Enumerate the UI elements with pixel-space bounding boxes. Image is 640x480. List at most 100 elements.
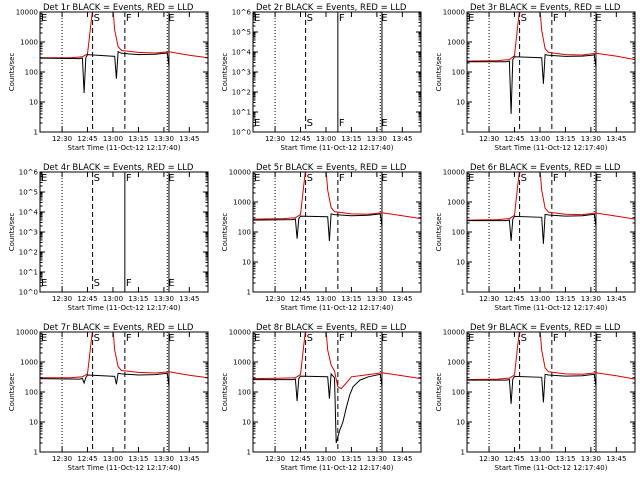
- x-tick-label: 12:30: [265, 295, 285, 303]
- x-tick-label: 13:15: [555, 135, 575, 143]
- x-tick-label: 13:45: [606, 455, 626, 463]
- series-line-events: [253, 213, 383, 242]
- plot-frame: [252, 331, 422, 453]
- x-tick-label: 13:00: [530, 135, 550, 143]
- marker-label-top: S: [94, 173, 100, 184]
- y-tick-label: 100: [452, 389, 465, 397]
- x-tick-label: 13:30: [581, 295, 601, 303]
- marker-label-top: S: [307, 173, 313, 184]
- series-line-lld: [467, 12, 635, 62]
- x-axis-label: Start Time (11-Oct-12 12:17:40): [68, 144, 181, 152]
- x-tick-label: 12:45: [290, 135, 310, 143]
- plot-area: [253, 332, 421, 452]
- marker-label-bottom: F: [126, 278, 132, 289]
- plot-area: [467, 12, 635, 132]
- y-axis-label: Counts/sec: [435, 373, 443, 412]
- x-tick-label: 13:00: [530, 455, 550, 463]
- x-tick-label: 12:30: [52, 135, 72, 143]
- marker-label-top: F: [553, 333, 559, 344]
- x-axis-label: Start Time (11-Oct-12 12:17:40): [495, 304, 608, 312]
- plot-area: [467, 172, 635, 292]
- marker-label-top: E: [41, 173, 47, 184]
- chart-title: Det 4r BLACK = Events, RED = LLD: [43, 163, 194, 173]
- y-tick-label: 10: [456, 259, 465, 267]
- x-tick-label: 13:30: [154, 455, 174, 463]
- marker-label-bottom: S: [307, 118, 313, 129]
- x-tick-label: 12:30: [479, 135, 499, 143]
- x-tick-label: 13:00: [103, 455, 123, 463]
- x-tick-label: 13:30: [367, 135, 387, 143]
- y-tick-label: 100: [452, 69, 465, 77]
- y-axis-label: Counts/sec: [221, 373, 229, 412]
- marker-label-top: S: [521, 13, 527, 24]
- marker-label-top: E: [168, 13, 174, 24]
- chart-panel-2: Det 2r BLACK = Events, RED = LLDEESSFFEE…: [221, 3, 422, 152]
- x-axis-label: Start Time (11-Oct-12 12:17:40): [495, 144, 608, 152]
- series-line-lld: [253, 172, 421, 220]
- x-tick-label: 13:45: [606, 135, 626, 143]
- x-tick-label: 13:30: [581, 455, 601, 463]
- series-line-lld: [467, 172, 635, 221]
- plot-area: [40, 332, 208, 452]
- plot-frame: [39, 11, 209, 133]
- plot-frame: [39, 331, 209, 453]
- series-line-events: [467, 53, 597, 114]
- marker-label-top: E: [595, 333, 601, 344]
- chart-title: Det 2r BLACK = Events, RED = LLD: [256, 3, 407, 13]
- x-tick-label: 13:30: [367, 455, 387, 463]
- marker-label-top: E: [381, 173, 387, 184]
- marker-label-top: F: [339, 173, 345, 184]
- y-axis-label: Counts/sec: [435, 53, 443, 92]
- marker-label-top: E: [254, 173, 260, 184]
- marker-label-top: S: [521, 173, 527, 184]
- y-tick-label: 10^6: [232, 9, 252, 17]
- plot-frame: [466, 11, 636, 133]
- x-tick-label: 13:00: [316, 295, 336, 303]
- x-tick-label: 13:30: [367, 295, 387, 303]
- marker-label-top: E: [168, 333, 174, 344]
- marker-label-top: E: [168, 173, 174, 184]
- y-tick-label: 10000: [443, 169, 465, 177]
- y-tick-label: 10^6: [19, 169, 39, 177]
- y-tick-label: 10: [29, 99, 38, 107]
- x-tick-label: 13:15: [128, 135, 148, 143]
- y-tick-label: 1: [461, 289, 465, 297]
- plot-frame: [252, 11, 422, 133]
- y-tick-label: 100: [238, 389, 251, 397]
- y-tick-label: 10000: [16, 329, 38, 337]
- marker-label-top: E: [254, 333, 260, 344]
- marker-label-top: S: [307, 333, 313, 344]
- marker-label-top: E: [41, 13, 47, 24]
- y-tick-label: 1: [34, 129, 38, 137]
- x-tick-label: 13:15: [341, 455, 361, 463]
- marker-label-top: S: [94, 333, 100, 344]
- x-tick-label: 12:45: [290, 455, 310, 463]
- y-tick-label: 10^3: [19, 229, 38, 237]
- x-tick-label: 13:00: [103, 295, 123, 303]
- y-tick-label: 10^3: [232, 69, 251, 77]
- series-line-lld: [40, 12, 208, 59]
- y-tick-label: 1000: [447, 359, 465, 367]
- y-tick-label: 10^4: [232, 49, 252, 57]
- marker-label-bottom: S: [94, 278, 100, 289]
- y-tick-label: 10^2: [232, 89, 251, 97]
- y-tick-label: 10^1: [19, 269, 38, 277]
- x-axis-label: Start Time (11-Oct-12 12:17:40): [281, 144, 394, 152]
- series-line-lld: [253, 332, 421, 390]
- y-axis-label: Counts/sec: [8, 213, 16, 252]
- marker-label-bottom: E: [41, 278, 47, 289]
- chart-title: Det 8r BLACK = Events, RED = LLD: [256, 323, 407, 333]
- x-tick-label: 13:45: [179, 295, 199, 303]
- x-tick-label: 12:30: [479, 455, 499, 463]
- y-tick-label: 1000: [447, 199, 465, 207]
- marker-label-top: E: [468, 173, 474, 184]
- y-tick-label: 10^1: [232, 109, 251, 117]
- marker-label-top: E: [595, 173, 601, 184]
- y-tick-label: 10000: [229, 329, 251, 337]
- y-axis-label: Counts/sec: [221, 213, 229, 252]
- x-tick-label: 13:45: [392, 295, 412, 303]
